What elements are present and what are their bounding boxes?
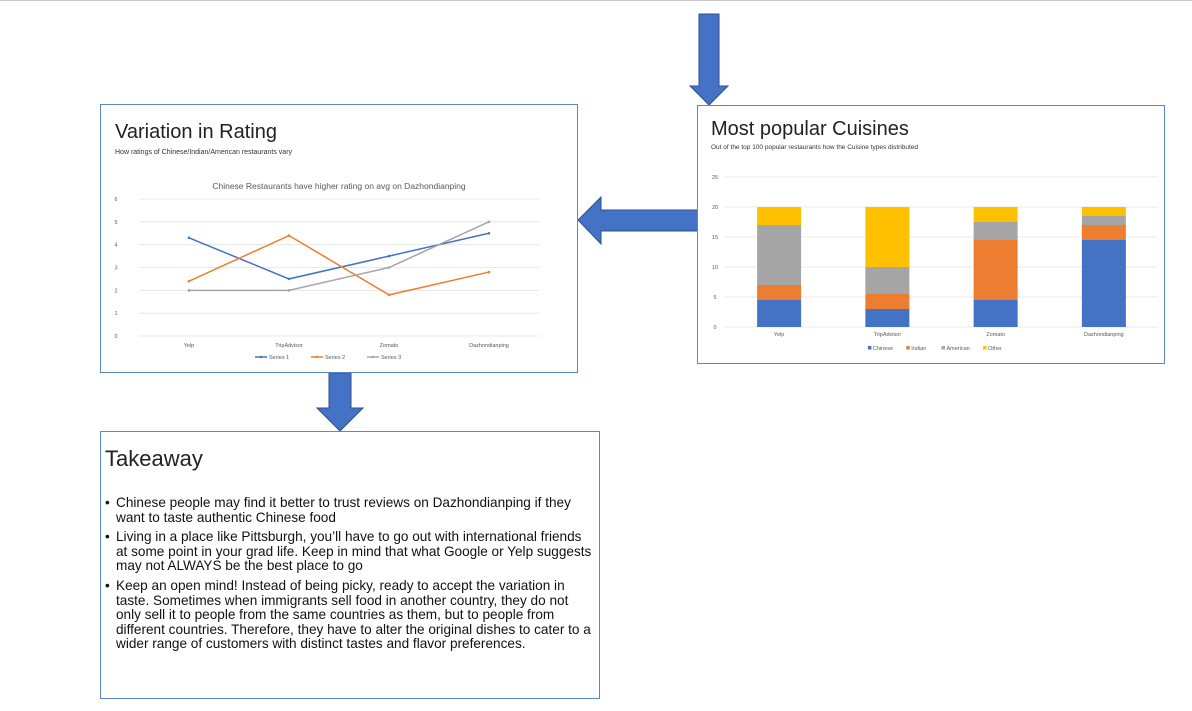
legend-marker (371, 355, 375, 359)
arrow-down-icon (688, 13, 730, 106)
data-point (487, 231, 491, 235)
legend-marker (315, 355, 319, 359)
takeaway-bullet: Living in a place like Pittsburgh, you’l… (105, 529, 595, 574)
data-point (387, 254, 391, 258)
bar-segment (865, 294, 910, 309)
y-tick-label: 4 (114, 243, 117, 249)
data-point (387, 266, 391, 269)
panel-subtitle: Out of the top 100 popular restaurants h… (711, 144, 919, 151)
y-tick-label: 20 (712, 205, 718, 211)
bar-segment (973, 222, 1018, 240)
bar-segment (757, 300, 802, 327)
legend-swatch (983, 346, 987, 350)
takeaway-panel: Takeaway Chinese people may find it bett… (100, 431, 600, 699)
y-tick-label: 0 (114, 334, 117, 340)
cuisine-stacked-bar-chart: 0 5 10 15 20 25 Yelp TripAdvisor Zomato Dazhondia… (712, 175, 1158, 352)
legend-swatch (906, 346, 910, 350)
legend-label: American (947, 346, 970, 352)
legend-label: Series 2 (325, 355, 345, 361)
data-point (487, 270, 491, 274)
takeaway-bullet: Keep an open mind! Instead of being pick… (105, 578, 595, 652)
y-tick-label: 5 (114, 220, 117, 226)
bar-segment (973, 300, 1018, 327)
y-tick-label: 25 (712, 175, 718, 181)
y-tick-label: 1 (114, 311, 117, 317)
x-tick-label: Zomato (986, 332, 1005, 338)
panel-title: Most popular Cuisines (711, 118, 909, 140)
takeaway-title: Takeaway (105, 446, 203, 471)
legend-label: Series 1 (269, 355, 289, 361)
x-tick-label: Yelp (774, 332, 785, 338)
rating-variation-panel: Variation in Rating How ratings of Chine… (100, 104, 578, 373)
bar-segment (757, 285, 802, 300)
legend-label: Indian (911, 346, 926, 352)
data-point (287, 234, 291, 237)
legend-label: Series 3 (381, 355, 401, 361)
data-point (187, 279, 191, 283)
y-tick-label: 3 (114, 266, 117, 272)
data-point (387, 293, 391, 297)
bar-segment (757, 225, 802, 285)
bar-segment (1081, 216, 1126, 225)
legend-label: Chinese (873, 346, 893, 352)
series-line (188, 232, 490, 280)
y-tick-label: 10 (712, 265, 718, 271)
data-point (187, 236, 191, 240)
legend-label: Other (988, 346, 1002, 352)
arrow-left-icon (577, 195, 710, 246)
x-tick-label: TripAdvisor (874, 332, 902, 338)
legend-swatch (867, 346, 872, 350)
y-tick-label: 0 (713, 325, 716, 331)
x-tick-label: Dazhondianping (1084, 332, 1124, 338)
y-tick-label: 15 (712, 235, 718, 241)
bar-segment (1081, 207, 1126, 216)
series-line (189, 221, 490, 292)
bar-segment (865, 309, 910, 327)
x-tick-label: Yelp (184, 343, 195, 349)
arrow-down-icon (315, 372, 365, 432)
data-point (287, 289, 291, 292)
data-point (187, 289, 191, 292)
chart-title: Chinese Restaurants have higher rating o… (212, 181, 466, 191)
bar-segment (757, 207, 802, 225)
bar-segment (865, 267, 910, 294)
legend-swatch (941, 346, 945, 350)
panel-subtitle: How ratings of Chinese/Indian/American r… (115, 149, 293, 156)
series-line (188, 234, 490, 296)
y-tick-label: 2 (114, 288, 117, 294)
bar-segment (973, 207, 1018, 222)
bar-segment (865, 207, 910, 267)
x-tick-label: Dazhondianping (469, 343, 509, 349)
top-border-line (0, 0, 1192, 1)
panel-title: Variation in Rating (115, 121, 277, 143)
bar-segment (1081, 225, 1126, 240)
y-tick-label: 6 (114, 197, 117, 203)
takeaway-bullet: Chinese people may find it better to tru… (105, 495, 595, 525)
data-point (287, 277, 291, 281)
legend-marker (259, 355, 263, 359)
data-point (487, 220, 491, 224)
bar-segment (1081, 240, 1126, 327)
rating-line-chart: Chinese Restaurants have higher rating o… (114, 181, 539, 361)
popular-cuisines-panel: Most popular Cuisines Out of the top 100… (697, 105, 1165, 364)
takeaway-bullet-list: Chinese people may find it better to tru… (105, 495, 595, 657)
x-tick-label: TripAdvisor (275, 343, 303, 349)
x-tick-label: Zomato (380, 343, 399, 349)
y-tick-label: 5 (713, 295, 716, 301)
bar-segment (973, 240, 1018, 300)
